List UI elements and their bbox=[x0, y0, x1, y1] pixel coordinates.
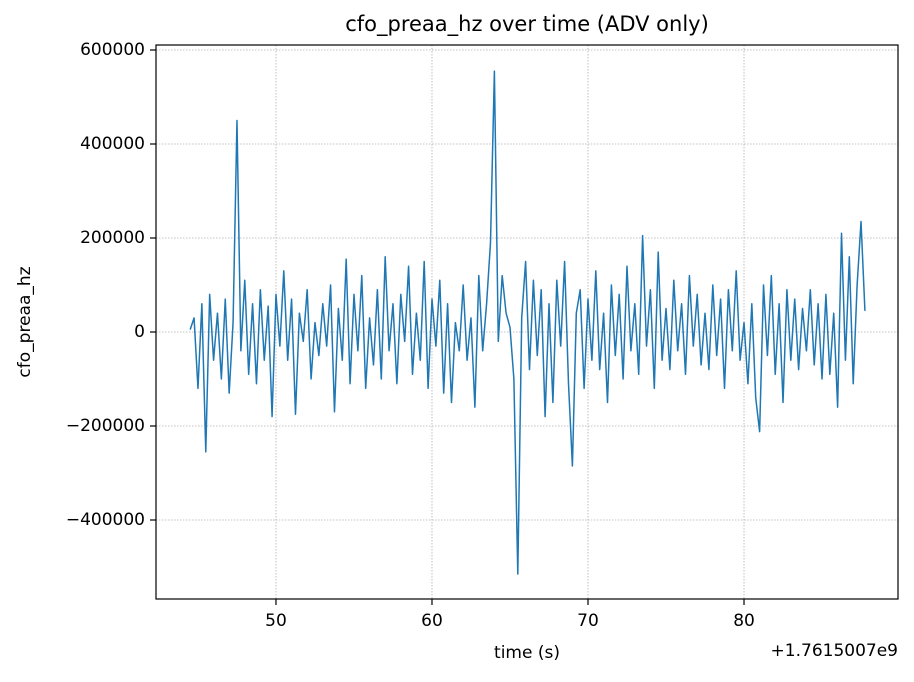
y-tick-label: 0 bbox=[134, 322, 145, 342]
x-tick-label: 70 bbox=[577, 611, 599, 631]
x-tick-label: 60 bbox=[421, 611, 443, 631]
x-tick-label: 50 bbox=[265, 611, 287, 631]
x-offset-label: +1.7615007e9 bbox=[771, 641, 898, 661]
x-tick-label: 80 bbox=[733, 611, 755, 631]
chart-title: cfo_preaa_hz over time (ADV only) bbox=[345, 12, 709, 37]
y-tick-label: 200000 bbox=[80, 228, 145, 248]
y-tick-label: 400000 bbox=[80, 134, 145, 154]
y-axis-label: cfo_preaa_hz bbox=[15, 266, 35, 377]
y-tick-label: −200000 bbox=[66, 416, 145, 436]
data-line bbox=[189, 70, 866, 575]
x-axis-label: time (s) bbox=[494, 643, 560, 663]
y-tick-label: 600000 bbox=[80, 40, 145, 60]
y-tick-label: −400000 bbox=[66, 510, 145, 530]
plot-frame bbox=[155, 44, 899, 600]
